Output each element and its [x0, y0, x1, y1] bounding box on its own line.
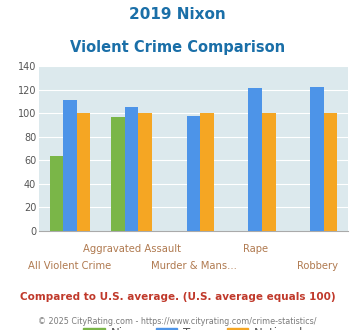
Bar	[125, 107, 138, 231]
Text: Violent Crime Comparison: Violent Crime Comparison	[70, 40, 285, 54]
Bar	[111, 117, 125, 231]
Bar	[324, 113, 337, 231]
Bar	[262, 113, 275, 231]
Bar	[77, 113, 90, 231]
Bar	[248, 88, 262, 231]
Bar	[310, 87, 324, 231]
Text: Murder & Mans...: Murder & Mans...	[151, 261, 236, 271]
Text: Compared to U.S. average. (U.S. average equals 100): Compared to U.S. average. (U.S. average …	[20, 292, 335, 302]
Legend: Nixon, Texas, National: Nixon, Texas, National	[78, 323, 308, 330]
Bar	[187, 115, 200, 231]
Bar	[63, 100, 77, 231]
Text: © 2025 CityRating.com - https://www.cityrating.com/crime-statistics/: © 2025 CityRating.com - https://www.city…	[38, 317, 317, 326]
Text: Robbery: Robbery	[296, 261, 338, 271]
Bar	[200, 113, 214, 231]
Text: All Violent Crime: All Violent Crime	[28, 261, 111, 271]
Text: Aggravated Assault: Aggravated Assault	[83, 244, 181, 254]
Bar	[50, 155, 63, 231]
Text: 2019 Nixon: 2019 Nixon	[129, 7, 226, 21]
Text: Rape: Rape	[243, 244, 268, 254]
Bar	[138, 113, 152, 231]
